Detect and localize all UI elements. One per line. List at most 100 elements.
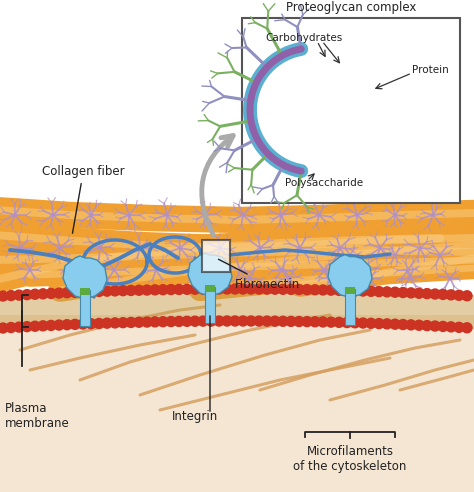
Circle shape xyxy=(134,317,144,327)
Circle shape xyxy=(350,286,360,296)
Circle shape xyxy=(302,317,312,327)
Circle shape xyxy=(126,285,136,295)
Circle shape xyxy=(214,316,224,326)
Circle shape xyxy=(142,285,152,295)
Circle shape xyxy=(158,317,168,327)
Circle shape xyxy=(134,285,144,295)
Circle shape xyxy=(230,284,240,294)
Circle shape xyxy=(430,321,440,331)
Text: Microfilaments
of the cytoskeleton: Microfilaments of the cytoskeleton xyxy=(293,445,407,473)
Text: Plasma
membrane: Plasma membrane xyxy=(5,402,70,430)
Circle shape xyxy=(294,284,304,295)
Circle shape xyxy=(430,289,440,299)
Circle shape xyxy=(38,321,48,331)
Circle shape xyxy=(238,284,248,294)
Circle shape xyxy=(382,287,392,297)
Circle shape xyxy=(422,289,432,299)
Polygon shape xyxy=(328,255,372,297)
Circle shape xyxy=(270,284,280,294)
Circle shape xyxy=(206,316,216,326)
Circle shape xyxy=(438,289,448,300)
Circle shape xyxy=(150,285,160,295)
Circle shape xyxy=(174,316,184,326)
Circle shape xyxy=(222,284,232,294)
Circle shape xyxy=(390,287,400,297)
Circle shape xyxy=(294,316,304,327)
Circle shape xyxy=(78,287,88,297)
Text: Proteoglycan complex: Proteoglycan complex xyxy=(286,1,416,14)
Circle shape xyxy=(246,284,256,294)
Circle shape xyxy=(14,322,24,332)
Bar xyxy=(205,287,215,323)
Circle shape xyxy=(174,284,184,294)
Circle shape xyxy=(374,286,384,297)
Circle shape xyxy=(398,319,408,330)
Circle shape xyxy=(62,288,72,298)
Circle shape xyxy=(166,316,176,327)
Circle shape xyxy=(326,317,336,327)
Bar xyxy=(205,285,215,292)
Circle shape xyxy=(278,316,288,326)
Circle shape xyxy=(318,317,328,327)
Circle shape xyxy=(366,318,376,328)
Circle shape xyxy=(438,321,448,332)
Circle shape xyxy=(350,318,360,328)
Circle shape xyxy=(86,287,96,297)
Circle shape xyxy=(406,288,416,298)
Circle shape xyxy=(110,286,120,296)
Circle shape xyxy=(102,286,112,296)
Circle shape xyxy=(0,323,8,333)
Circle shape xyxy=(286,284,296,294)
Circle shape xyxy=(238,316,248,326)
Circle shape xyxy=(150,317,160,327)
Bar xyxy=(345,289,355,325)
Bar xyxy=(242,18,460,203)
Circle shape xyxy=(382,319,392,329)
Circle shape xyxy=(422,321,432,331)
Circle shape xyxy=(462,291,472,301)
Circle shape xyxy=(334,285,344,295)
Circle shape xyxy=(262,284,272,294)
Circle shape xyxy=(414,288,424,298)
Circle shape xyxy=(190,316,200,326)
Circle shape xyxy=(22,290,32,300)
Circle shape xyxy=(0,291,8,301)
Circle shape xyxy=(54,288,64,298)
Bar xyxy=(0,315,474,492)
Circle shape xyxy=(446,290,456,300)
Circle shape xyxy=(46,320,56,331)
Circle shape xyxy=(6,323,16,333)
Circle shape xyxy=(222,316,232,326)
Bar xyxy=(202,240,230,272)
Text: Collagen fiber: Collagen fiber xyxy=(42,165,125,233)
Circle shape xyxy=(358,286,368,296)
Circle shape xyxy=(286,316,296,326)
Circle shape xyxy=(22,322,32,332)
Circle shape xyxy=(142,317,152,327)
Circle shape xyxy=(94,318,104,329)
Circle shape xyxy=(318,285,328,295)
Circle shape xyxy=(454,322,464,332)
Bar xyxy=(345,287,355,294)
Circle shape xyxy=(414,320,424,330)
Circle shape xyxy=(38,289,48,299)
Circle shape xyxy=(302,285,312,295)
Circle shape xyxy=(110,318,120,328)
Circle shape xyxy=(198,316,208,326)
Circle shape xyxy=(334,317,344,327)
Circle shape xyxy=(206,284,216,294)
Circle shape xyxy=(70,287,80,297)
Circle shape xyxy=(310,285,320,295)
Circle shape xyxy=(198,284,208,294)
Circle shape xyxy=(30,321,40,331)
Circle shape xyxy=(406,320,416,330)
Text: Polysaccharide: Polysaccharide xyxy=(285,178,363,188)
Circle shape xyxy=(358,318,368,328)
Circle shape xyxy=(6,291,16,301)
Circle shape xyxy=(310,317,320,327)
Circle shape xyxy=(398,287,408,298)
Circle shape xyxy=(166,284,176,295)
Circle shape xyxy=(230,316,240,326)
Circle shape xyxy=(14,290,24,300)
Circle shape xyxy=(254,316,264,326)
